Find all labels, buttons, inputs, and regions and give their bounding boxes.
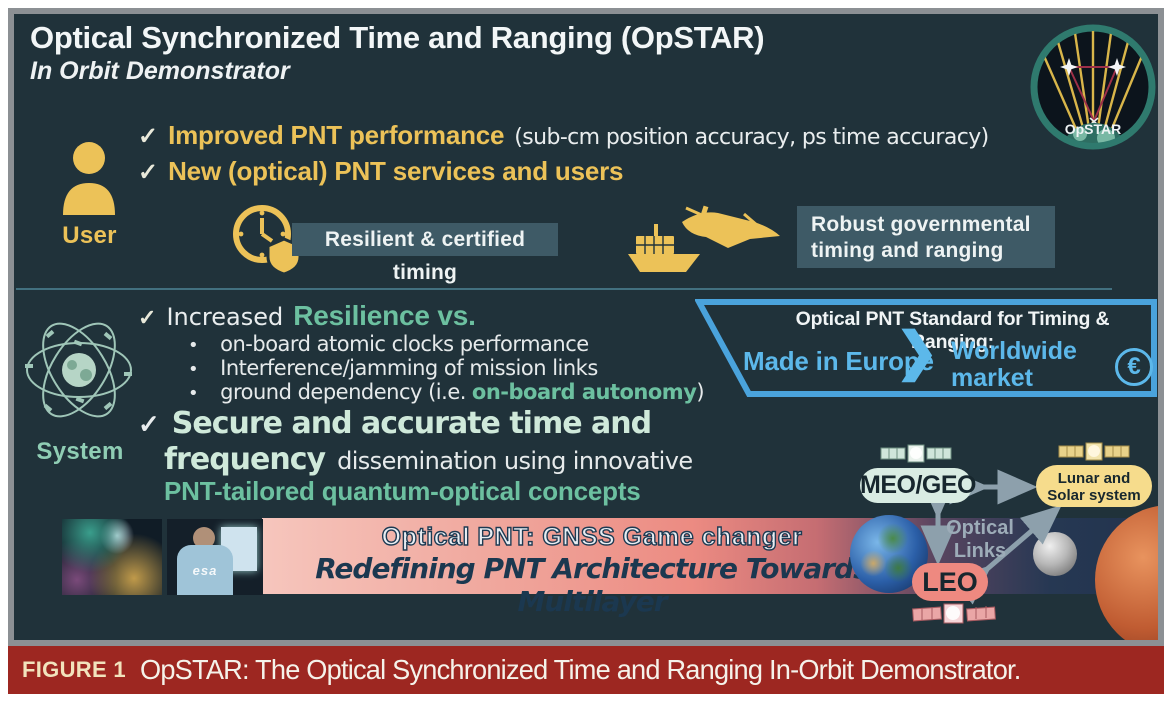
chevron-right-icon: ❯ <box>895 323 939 381</box>
system-bullet-1-text: on-board atomic clocks performance <box>220 332 589 356</box>
check-icon: ✓ <box>138 123 159 150</box>
system-bullet-2-text: Interference/jamming of mission links <box>220 356 598 380</box>
secure-time-line3: PNT-tailored quantum-optical concepts <box>164 476 641 506</box>
satellite-icon-meo <box>880 444 952 463</box>
satellite-constellation-icon <box>25 322 132 418</box>
user-benefit-2: ✓ New (optical) PNT services and users <box>138 156 624 187</box>
arrow-leo-lunar <box>949 505 1062 605</box>
satellite-icon-lunar <box>1058 442 1130 461</box>
user-benefit-1-highlight: Improved PNT performance <box>168 120 505 150</box>
opstar-logo-icon: OpSTAR <box>1030 24 1156 150</box>
banner-line2: Redefining PNT Architecture Towards Mult… <box>315 552 869 618</box>
user-benefit-1-detail: (sub-cm position accuracy, ps time accur… <box>514 125 989 150</box>
check-icon: ✓ <box>138 159 159 186</box>
user-benefit-1: ✓ Improved PNT performance (sub-cm posit… <box>138 120 989 151</box>
lab-photo-esa-engineer: esa <box>167 519 263 595</box>
secure-time-line1: ✓ Secure and accurate time and <box>138 406 652 441</box>
logo-text: OpSTAR <box>1065 121 1122 137</box>
bullet-icon: • <box>188 383 199 404</box>
lunar-solar-pill: Lunar and Solar system <box>1036 465 1152 507</box>
system-bullet-3-prefix: ground dependency (i.e. <box>220 380 466 404</box>
resilience-highlight: Resilience vs. <box>293 300 476 331</box>
system-section-label: System <box>36 438 124 465</box>
user-benefit-2-highlight: New (optical) PNT services and users <box>168 156 624 186</box>
check-icon: ✓ <box>138 305 157 330</box>
resilient-timing-badge: Resilient & certified timing <box>292 223 558 284</box>
secure-time-line2: frequency dissemination using innovative <box>164 442 693 477</box>
figure-caption-label: FIGURE 1 <box>22 657 126 682</box>
logo-star-right <box>1108 58 1126 76</box>
made-in-europe-label: Made in Europe <box>743 346 934 376</box>
optical-links-label: Optical Links <box>942 517 1018 563</box>
worldwide-line1: Worldwide <box>951 337 1077 365</box>
secure-time-line2-detail: dissemination using innovative <box>337 447 693 475</box>
figure-caption-text: OpSTAR: The Optical Synchronized Time an… <box>139 654 1021 685</box>
engineer-head <box>193 527 215 549</box>
euro-icon: € <box>1115 348 1153 386</box>
check-icon: ✓ <box>138 409 160 439</box>
governmental-badge-line2: timing and ranging <box>811 239 1004 262</box>
engineer-shirt: esa <box>177 545 233 595</box>
standard-box-title: Optical PNT Standard for Timing & Rangin… <box>795 308 1110 353</box>
leo-pill: LEO <box>912 563 988 601</box>
optical-link-arrows <box>920 469 1062 605</box>
logo-star-left <box>1060 58 1078 76</box>
worldwide-line2: market <box>951 364 1033 392</box>
secure-time-line1-text: Secure and accurate time and <box>171 406 652 441</box>
euro-glyph: € <box>1127 353 1141 380</box>
meo-geo-pill: MEO/GEO <box>860 468 976 503</box>
optical-links-line2: Links <box>953 540 1007 562</box>
secure-time-line2-highlight: frequency <box>164 442 326 477</box>
satellite-icon-leo <box>912 603 996 624</box>
governmental-timing-badge: Robust governmental timing and ranging <box>797 206 1055 268</box>
system-bullet-3: • ground dependency (i.e. on-board auton… <box>188 380 705 404</box>
figure-title: Optical Synchronized Time and Ranging (O… <box>30 20 765 55</box>
optical-links-line1: Optical <box>946 517 1014 539</box>
figure-caption-bar: FIGURE 1 OpSTAR: The Optical Synchronize… <box>8 646 1164 694</box>
system-bullet-3-highlight: on-board autonomy <box>471 380 697 404</box>
section-divider <box>16 288 1112 290</box>
figure-subtitle: In Orbit Demonstrator <box>30 57 290 85</box>
esa-logo-text: esa <box>192 562 218 578</box>
resilience-line: ✓ Increased Resilience vs. <box>138 300 476 332</box>
logo-rays: OpSTAR <box>1042 31 1144 143</box>
lunar-pill-line2: Solar system <box>1047 487 1141 504</box>
resilience-prefix: Increased <box>166 303 284 331</box>
governmental-badge-line1: Robust governmental <box>811 213 1031 236</box>
ship-and-aircraft-icon <box>628 205 780 272</box>
system-bullet-1: • on-board atomic clocks performance <box>188 332 589 356</box>
optical-pnt-standard-box: Optical PNT Standard for Timing & Rangin… <box>695 298 1158 398</box>
standard-box-border <box>695 299 1157 397</box>
system-bullet-3-suffix: ) <box>696 380 705 404</box>
system-bullet-2: • Interference/jamming of mission links <box>188 356 598 380</box>
bullet-icon: • <box>188 359 199 380</box>
worldwide-market-label: Worldwide market <box>951 338 1077 392</box>
banner-line1: Optical PNT: GNSS Game changer <box>381 522 803 551</box>
bullet-icon: • <box>188 335 199 356</box>
user-icon <box>63 142 115 215</box>
user-section-label: User <box>62 222 117 249</box>
lunar-pill-line1: Lunar and <box>1057 470 1131 487</box>
figure-panel: Optical Synchronized Time and Ranging (O… <box>8 8 1164 646</box>
banner-text: Optical PNT: GNSS Game changer Redefinin… <box>262 522 922 618</box>
lab-photo-optical-bench <box>62 519 162 595</box>
